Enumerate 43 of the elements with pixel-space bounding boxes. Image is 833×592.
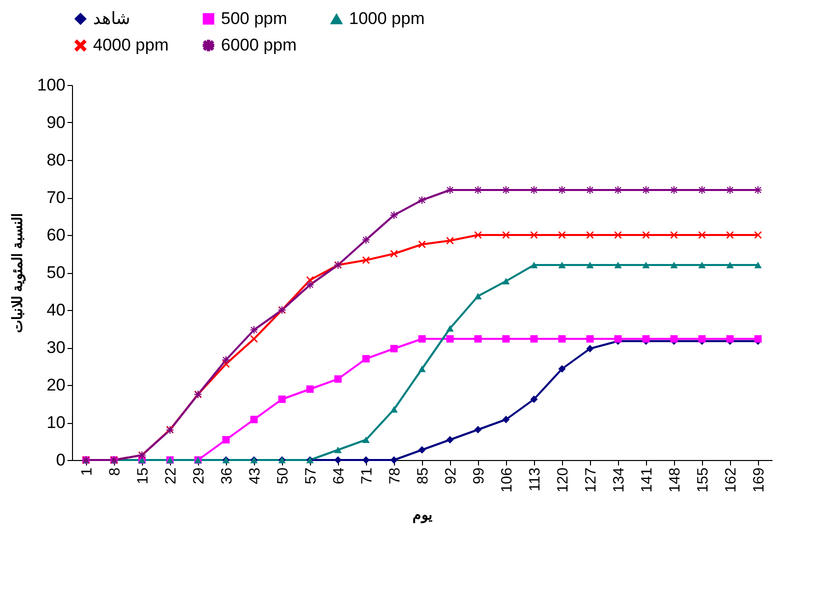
y-tick-label: 70 — [46, 188, 66, 207]
y-tick-label: 60 — [46, 226, 66, 244]
x-tick-label: 29 — [190, 468, 208, 484]
x-tick-label: 141 — [638, 468, 656, 493]
x-tick-label: 92 — [442, 468, 460, 484]
x-tick-label: 169 — [750, 468, 768, 493]
y-axis-title: النسبة المئوية للانبات — [9, 213, 26, 333]
x-tick-label: 113 — [526, 468, 544, 492]
x-tick-label: 50 — [274, 468, 292, 484]
x-tick-label: 127 — [582, 468, 600, 493]
x-tick-label: 43 — [246, 468, 264, 484]
x-tick-label: 106 — [498, 468, 516, 493]
x-tick-label: 57 — [302, 468, 320, 484]
y-tick-label: 80 — [46, 150, 66, 170]
x-tick-label: 8 — [106, 468, 124, 476]
x-tick-label: 1 — [78, 468, 96, 476]
x-tick-label: 71 — [358, 468, 376, 484]
legend-label: 500 ppm — [221, 8, 288, 28]
x-tick-label: 64 — [330, 468, 348, 484]
legend-label: 4000 ppm — [93, 36, 169, 54]
x-tick-label: 162 — [722, 468, 740, 493]
x-tick-label: 15 — [134, 468, 152, 484]
x-axis-title: يوم — [412, 506, 432, 524]
y-tick-label: 20 — [46, 376, 66, 394]
x-tick-label: 148 — [666, 468, 684, 493]
x-tick-label: 99 — [470, 468, 488, 484]
x-tick-label: 134 — [610, 468, 628, 493]
y-tick-label: 30 — [46, 338, 66, 357]
legend-label: 1000 ppm — [349, 9, 425, 28]
x-tick-label: 85 — [414, 468, 432, 484]
x-tick-label: 155 — [694, 468, 712, 493]
x-tick-label: 120 — [554, 468, 572, 493]
legend-label: 6000 ppm — [221, 36, 297, 54]
y-tick-label: 100 — [37, 76, 66, 94]
x-tick-label: 78 — [386, 468, 404, 484]
y-tick-label: 10 — [46, 413, 66, 432]
y-tick-label: 50 — [46, 263, 66, 282]
x-tick-label: 22 — [162, 468, 180, 484]
legend-label: شاهد — [93, 8, 130, 28]
y-tick-label: 40 — [46, 300, 66, 320]
y-tick-label: 0 — [56, 450, 66, 470]
x-tick-label: 36 — [218, 468, 236, 484]
y-tick-label: 90 — [46, 113, 66, 132]
